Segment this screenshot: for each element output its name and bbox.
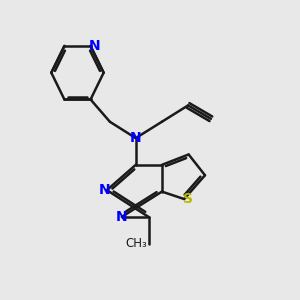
Text: N: N <box>130 131 142 145</box>
Text: S: S <box>183 192 193 206</box>
Text: N: N <box>88 39 100 53</box>
Text: N: N <box>99 183 110 197</box>
Text: N: N <box>116 210 128 224</box>
Text: CH₃: CH₃ <box>125 237 147 250</box>
